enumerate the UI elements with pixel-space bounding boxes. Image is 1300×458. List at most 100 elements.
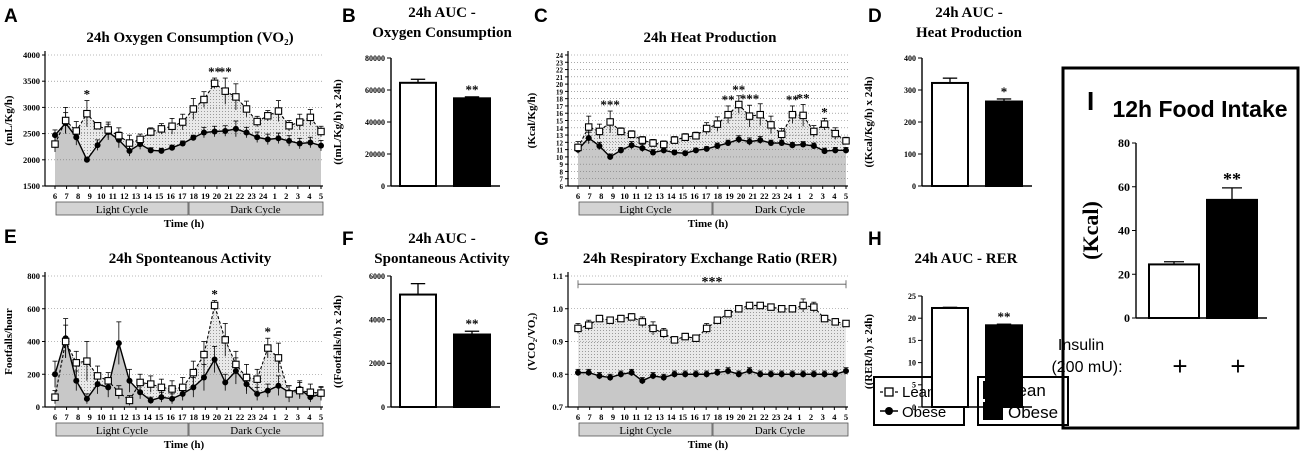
y-axis-label-d: ((Kcal/Kg/h) x 24h) [863, 76, 875, 167]
significance-marker-e: * [211, 287, 218, 302]
obese-point-c [821, 148, 828, 155]
y-axis-label-e: Footfalls/hour [3, 308, 15, 375]
y-tick-label-c: 11 [556, 147, 563, 155]
lean-point-e [136, 378, 144, 387]
x-tick-label-e: 20 [213, 412, 222, 422]
x-tick-label-a: 21 [224, 191, 233, 201]
y-tick-label-h: 0 [912, 403, 916, 412]
lean-bar-f [399, 293, 437, 408]
lean-point-e [93, 372, 102, 380]
lean-point-g [842, 319, 850, 328]
lean-point-g [724, 309, 732, 318]
lean-point-e [125, 396, 134, 405]
insulin-label: Insulin [1058, 337, 1104, 354]
light-cycle-label-c: Light Cycle [619, 204, 671, 216]
obese-point-c [692, 147, 699, 154]
obese-point-a [169, 144, 176, 151]
legend-obese-label: Obese [902, 404, 946, 421]
lean-bar-h [931, 306, 969, 409]
x-tick-label-g: 23 [772, 412, 781, 422]
x-axis-label-e: Time (h) [164, 439, 205, 451]
lean-point-e [295, 386, 304, 395]
obese-point-g [596, 372, 603, 379]
lean-point-a [104, 126, 112, 134]
lean-point-c [788, 110, 797, 119]
y-tick-label-b: 80000 [365, 54, 385, 63]
lean-bar-i [1148, 263, 1200, 319]
lean-point-c [692, 132, 700, 140]
significance-marker-a: ** [219, 64, 232, 79]
lean-point-g [649, 324, 657, 333]
lean-point-e [221, 336, 229, 344]
x-tick-label-g: 22 [760, 412, 769, 422]
chart-title-a: 24h Oxygen Consumption (VO₂) [86, 30, 293, 46]
y-axis-label-i: (Kcal) [1078, 201, 1103, 260]
obese-point-e [275, 382, 282, 389]
obese-point-g [692, 371, 699, 378]
x-tick-label-e: 8 [76, 412, 80, 422]
y-tick-label-c: 13 [556, 132, 564, 140]
lean-point-c [820, 120, 829, 128]
lean-point-a [242, 105, 251, 113]
y-tick-label-b: 40000 [365, 118, 385, 127]
significance-marker-c: *** [600, 97, 620, 112]
y-tick-label-e: 200 [27, 369, 40, 379]
lean-point-g [745, 301, 754, 310]
obese-point-c [843, 147, 849, 154]
y-tick-label-a: 3000 [23, 102, 40, 112]
x-tick-label-a: 2 [284, 191, 288, 201]
obese-point-c [810, 142, 817, 149]
lean-point-g [660, 329, 668, 338]
lean-point-g [831, 318, 840, 326]
chart-subtitle-d: Heat Production [916, 25, 1023, 41]
x-tick-label-a: 8 [76, 191, 80, 201]
lean-point-c [831, 129, 840, 138]
y-tick-label-a: 2500 [23, 129, 40, 139]
x-tick-label-c: 19 [725, 191, 734, 201]
x-tick-label-e: 15 [155, 412, 164, 422]
y-tick-label-c: 19 [556, 88, 564, 96]
lean-point-e [83, 357, 91, 365]
obese-point-c [650, 149, 657, 156]
obese-point-e [126, 377, 133, 384]
obese-point-e [137, 389, 144, 396]
lean-point-g [713, 316, 722, 324]
x-tick-label-e: 6 [53, 412, 57, 422]
obese-point-g [585, 369, 592, 376]
y-tick-label-f: 4000 [369, 315, 385, 324]
obese-point-c [639, 145, 646, 152]
x-tick-label-c: 15 [679, 191, 688, 201]
panel-letter-g: G [534, 229, 549, 250]
obese-point-g [800, 371, 807, 378]
lean-point-c [595, 127, 604, 136]
lean-point-c [670, 136, 679, 144]
lean-point-g [810, 303, 818, 311]
obese-point-g [575, 369, 581, 376]
y-axis-label-a: (mL/Kg/h) [3, 95, 15, 145]
obese-bar-f [453, 333, 491, 408]
lean-point-e [157, 383, 166, 392]
x-tick-label-c: 17 [702, 191, 711, 201]
significance-marker-d: * [1001, 84, 1008, 99]
y-tick-label-c: 14 [556, 125, 564, 133]
y-tick-label-h: 5 [912, 381, 916, 390]
light-cycle-bar-a [55, 201, 189, 216]
obese-point-a [179, 140, 186, 147]
lean-point-a [189, 105, 198, 113]
lean-point-g [767, 303, 775, 311]
lean-point-e [200, 350, 208, 359]
y-tick-label-b: 20000 [365, 150, 385, 159]
x-tick-label-g: 12 [644, 412, 653, 422]
x-tick-label-g: 18 [714, 412, 723, 422]
bar-chart-d: 0 100 200 300 400 ((Kcal/Kg/h) x 24h) * [863, 54, 1032, 191]
y-tick-label-d: 200 [904, 118, 916, 127]
x-tick-label-g: 14 [667, 412, 676, 422]
y-tick-label-f: 0 [381, 403, 385, 412]
lean-point-c [767, 121, 775, 129]
x-tick-label-g: 8 [599, 412, 603, 422]
lean-point-g [574, 324, 582, 333]
y-tick-label-b: 0 [381, 182, 385, 191]
insulin-plus-lean: + [1172, 351, 1187, 381]
obese-point-c [596, 142, 603, 149]
light-cycle-bar-c [578, 201, 713, 216]
